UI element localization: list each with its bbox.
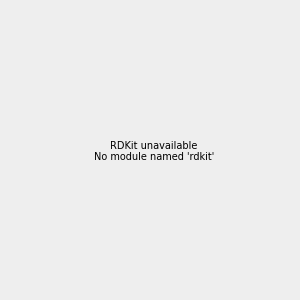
Text: RDKit unavailable
No module named 'rdkit': RDKit unavailable No module named 'rdkit… [94,141,214,162]
